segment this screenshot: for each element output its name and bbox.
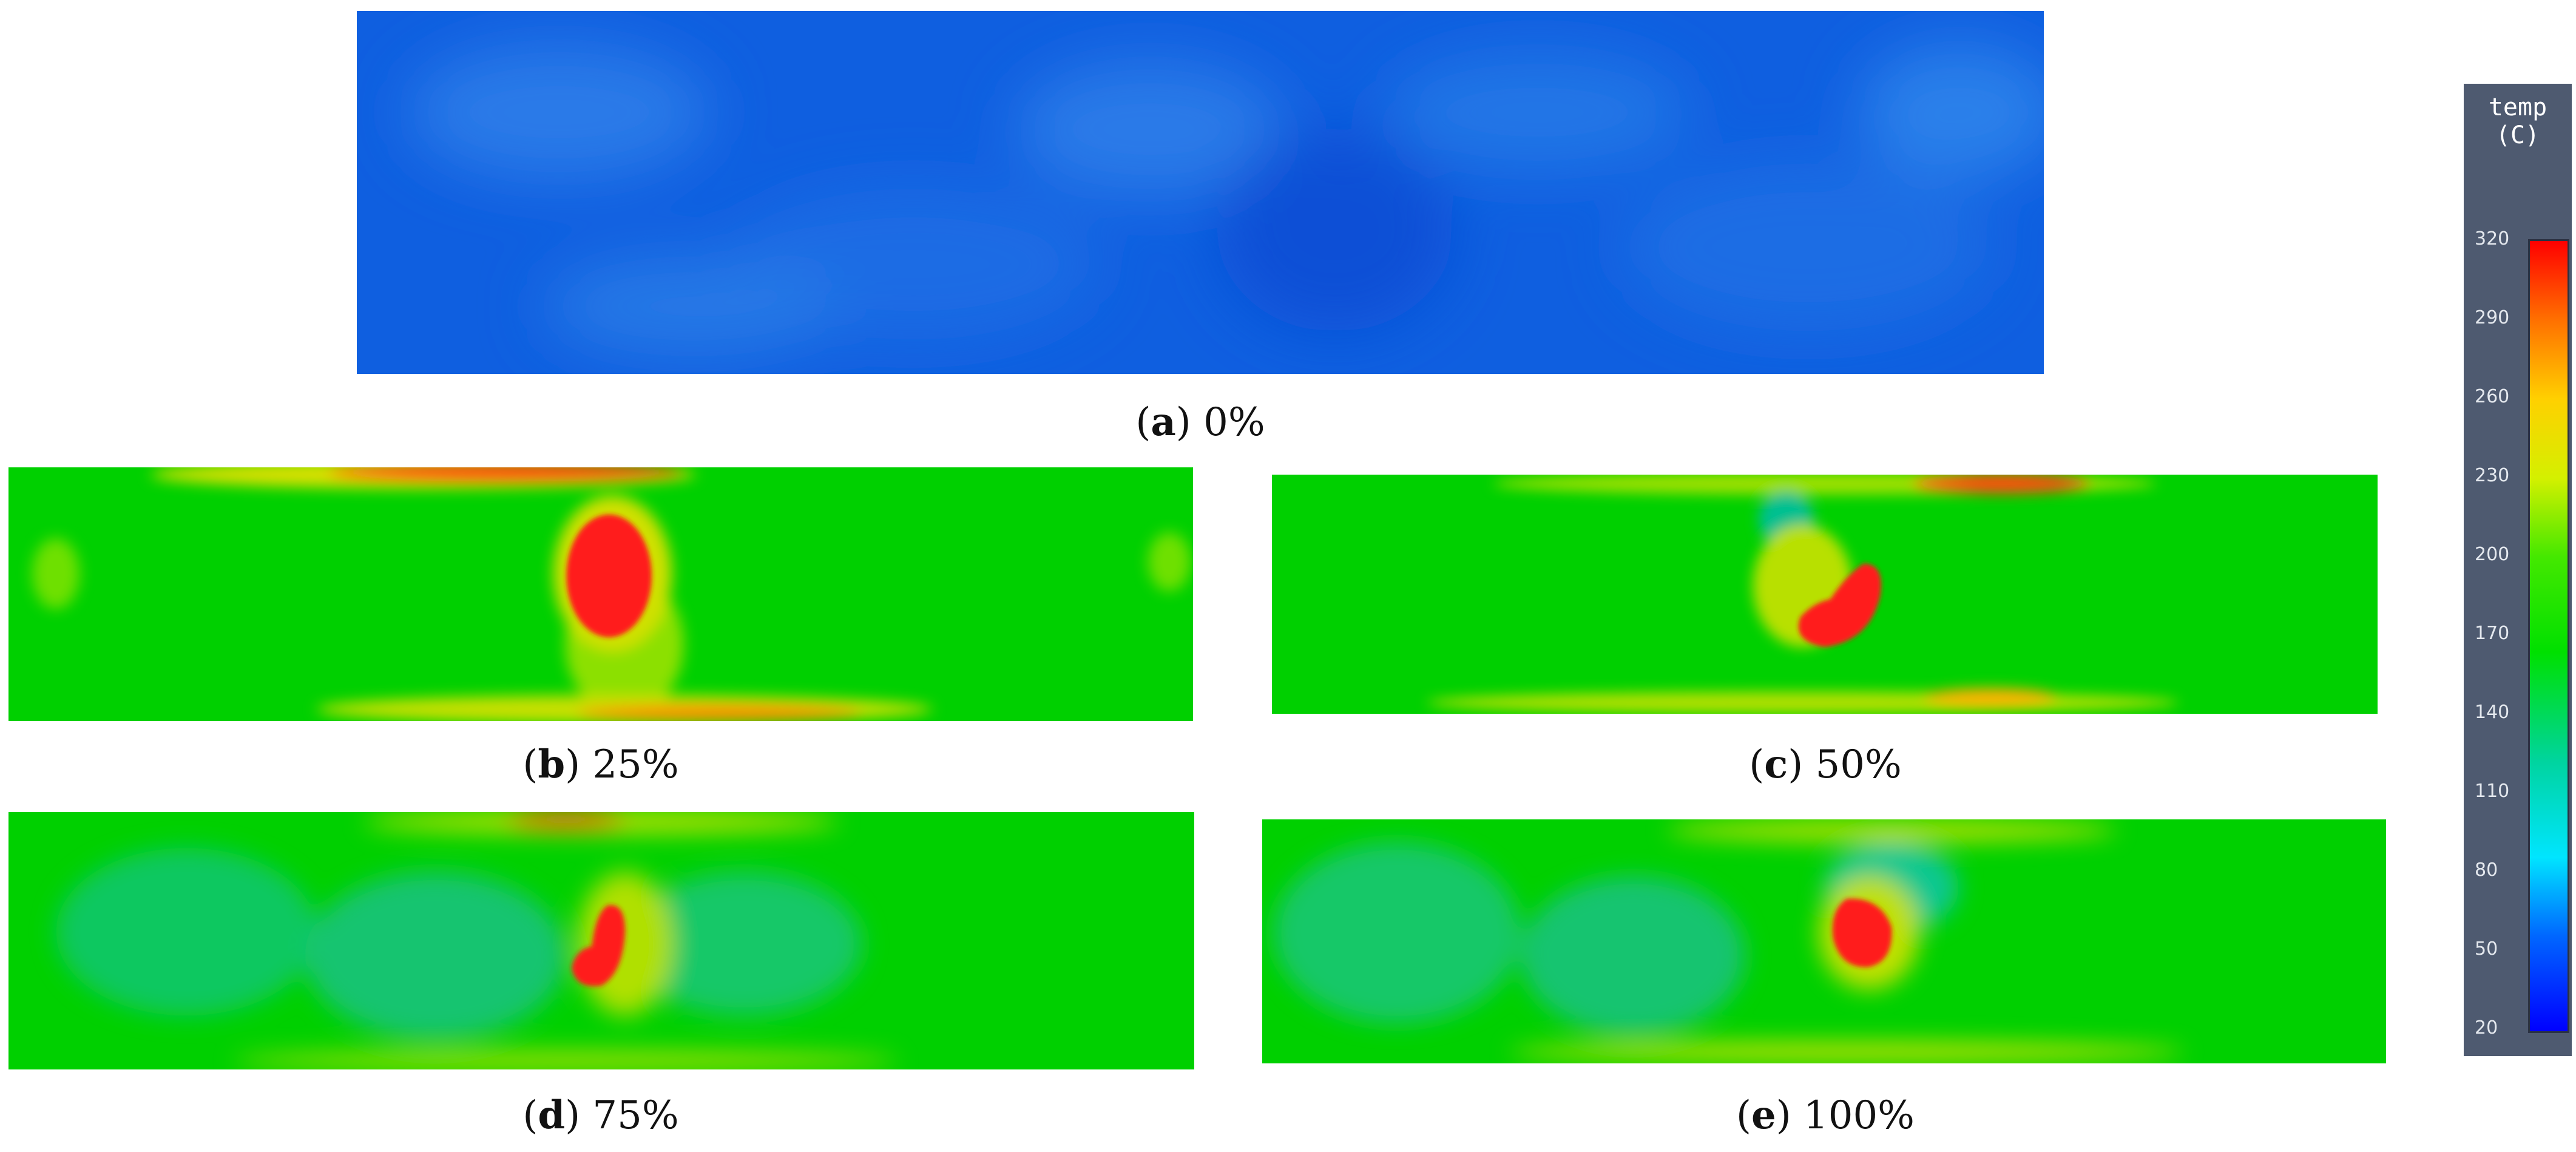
caption-b-percent: 25% — [592, 742, 679, 787]
colorbar-tick: 320 — [2475, 228, 2510, 249]
caption-d-letter: d — [538, 1093, 566, 1138]
caption-c-percent: 50% — [1815, 742, 1902, 787]
colorbar-tick: 50 — [2475, 938, 2498, 960]
colorbar-tick: 230 — [2475, 465, 2510, 486]
colorbar-tick: 20 — [2475, 1017, 2498, 1038]
caption-c-letter: c — [1764, 742, 1788, 787]
colorbar-tick: 170 — [2475, 623, 2510, 644]
caption-e-letter: e — [1751, 1093, 1776, 1138]
caption-a-letter: a — [1151, 399, 1176, 445]
caption-b: (b) 25% — [522, 742, 679, 787]
colorbar-gradient — [2528, 239, 2569, 1033]
caption-b-letter: b — [538, 742, 566, 787]
panel-c-field — [1272, 475, 2378, 714]
colorbar-tick: 110 — [2475, 781, 2510, 802]
colorbar-title: temp (C) — [2464, 93, 2572, 149]
panel-b-field — [8, 467, 1193, 721]
caption-e: (e) 100% — [1736, 1093, 1915, 1138]
panel-d-field — [8, 812, 1194, 1069]
colorbar-tick: 200 — [2475, 544, 2510, 565]
caption-d-percent: 75% — [592, 1093, 679, 1138]
temperature-colorbar: temp (C) 320 290 260 230 200 170 140 110… — [2464, 84, 2572, 1056]
colorbar-tick: 290 — [2475, 307, 2510, 328]
colorbar-title-line2: (C) — [2495, 121, 2540, 149]
caption-a: (a) 0% — [1135, 399, 1265, 445]
caption-a-percent: 0% — [1203, 400, 1265, 445]
panel-a-field — [357, 11, 2044, 374]
caption-e-percent: 100% — [1804, 1093, 1915, 1138]
colorbar-title-line1: temp — [2488, 93, 2547, 121]
caption-d: (d) 75% — [522, 1093, 679, 1138]
colorbar-tick: 260 — [2475, 386, 2510, 407]
colorbar-tick: 80 — [2475, 859, 2498, 881]
caption-c: (c) 50% — [1749, 742, 1902, 787]
panel-e-field — [1262, 819, 2386, 1063]
colorbar-tick: 140 — [2475, 702, 2510, 723]
